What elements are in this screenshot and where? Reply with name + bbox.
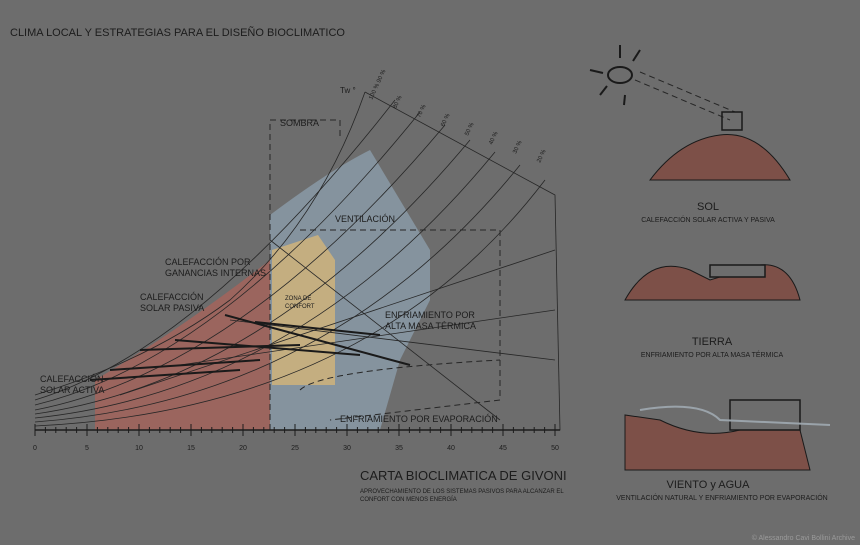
axis-label: Tw ° <box>340 86 356 95</box>
zone-comfort <box>272 235 335 385</box>
x-tick-label: 0 <box>33 445 37 452</box>
panel-title: TIERRA <box>692 336 733 348</box>
x-tick-label: 35 <box>395 445 403 452</box>
zone-label: ENFRIAMIENTO POR ALTA MASA TÉRMICA <box>385 310 476 331</box>
zone-label: SOMBRA <box>280 118 319 128</box>
panel-caption: CALEFACCIÓN SOLAR ACTIVA Y PASIVA <box>641 215 775 224</box>
panel-title: SOL <box>697 201 719 213</box>
x-tick-label: 50 <box>551 445 559 452</box>
rh-label: 70 % <box>416 103 427 119</box>
zone-label: ZONA DE CONFORT <box>285 296 315 310</box>
panel-title: VIENTO y AGUA <box>667 479 751 491</box>
credit: © Alessandro Cavi Bollini Archive <box>752 534 855 542</box>
x-tick-label: 45 <box>499 445 507 452</box>
panel-caption: ENFRIAMIENTO POR ALTA MASA TÉRMICA <box>641 350 784 359</box>
rh-label: 80 % <box>392 94 403 110</box>
zone-label: CALEFACCIÓN POR GANANCIAS INTERNAS <box>165 257 266 278</box>
evap-boundary <box>299 359 501 391</box>
zone-label: CALEFACCIÓN SOLAR ACTIVA <box>40 374 104 395</box>
rh-label: 60 % <box>440 112 451 128</box>
mass-boundary <box>300 229 501 421</box>
rh-label: 50 % <box>464 121 475 137</box>
x-tick-label: 15 <box>187 445 195 452</box>
zone-label: ENFRIAMIENTO POR EVAPORACIÓN <box>340 414 498 424</box>
zone-label: CALEFACCIÓN SOLAR PASIVA <box>140 292 204 313</box>
x-tick-label: 10 <box>135 445 143 452</box>
x-tick-label: 40 <box>447 445 455 452</box>
earth-illustration <box>624 264 801 301</box>
x-ticks: 0 5 10 15 20 25 30 35 40 45 50 <box>33 424 559 452</box>
x-tick-label: 5 <box>85 445 89 452</box>
climate-lines <box>89 314 411 381</box>
rh-curves <box>34 99 556 427</box>
rh-label: 20 % <box>536 148 547 164</box>
rh-label: 40 % <box>488 130 499 146</box>
zone-label: VENTILACIÓN <box>335 214 395 224</box>
rh-label: 30 % <box>512 139 523 155</box>
shade-boundary <box>269 119 341 430</box>
panel-caption: VENTILACIÓN NATURAL Y ENFRIAMIENTO POR E… <box>616 493 827 502</box>
chart-subtitle: APROVECHAMIENTO DE LOS SISTEMAS PASIVOS … <box>360 489 564 503</box>
page-title: CLIMA LOCAL Y ESTRATEGIAS PARA EL DISEÑO… <box>10 26 345 39</box>
x-tick-label: 30 <box>343 445 351 452</box>
chart-title: CARTA BIOCLIMATICA DE GIVONI <box>360 468 567 483</box>
x-tick-label: 25 <box>291 445 299 452</box>
x-tick-label: 20 <box>239 445 247 452</box>
sun-illustration <box>589 45 791 181</box>
wind-water-illustration <box>624 399 831 471</box>
